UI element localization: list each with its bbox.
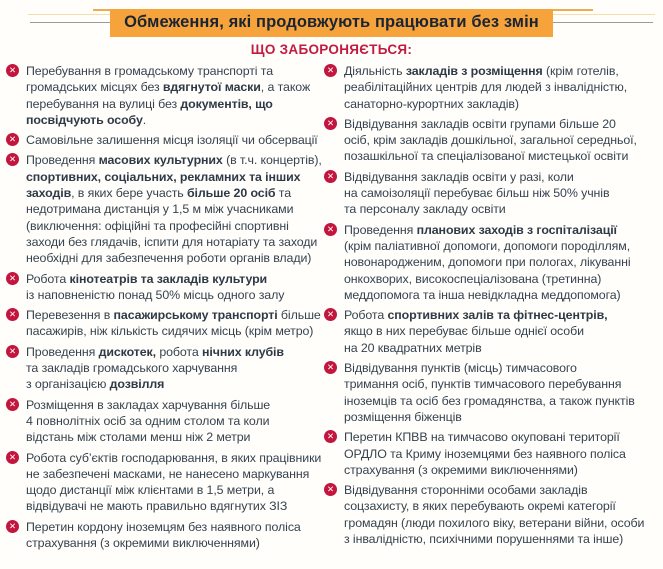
restriction-item: ✕ Перетин кордону іноземцям без наявного … — [6, 519, 324, 552]
restriction-text: Проведення планових заходів з госпіталіз… — [344, 222, 631, 302]
restriction-item: ✕ Відвідування сторонніми особами закладі… — [324, 482, 657, 547]
restriction-item: ✕ Відвідування пунктів (місць) тимчасовог… — [324, 360, 657, 425]
x-circle-icon: ✕ — [6, 133, 19, 147]
x-circle-icon: ✕ — [324, 116, 337, 130]
x-circle-icon: ✕ — [324, 361, 337, 375]
restriction-item: ✕ Перевезення в пасажирському транспорті … — [6, 307, 324, 340]
x-circle-icon: ✕ — [324, 222, 337, 236]
restriction-text: Відвідування закладів освіти групами біл… — [344, 116, 637, 164]
restrictions-column-left: ✕ Перебування в громадському транспорті т… — [0, 63, 324, 551]
prohibited-subtitle: ЩО ЗАБОРОНЯЄТЬСЯ: — [250, 42, 413, 57]
x-circle-icon: ✕ — [324, 169, 337, 183]
page-title: Обмеження, які продовжують працювати без… — [110, 8, 553, 37]
restriction-item: ✕ Розміщення в закладах харчування більше… — [6, 397, 324, 446]
restriction-item: ✕ Відвідування закладів освіти групами бі… — [324, 116, 657, 165]
x-circle-icon: ✕ — [324, 308, 337, 322]
restriction-text: Відвідування закладів освіти у разі, кол… — [344, 169, 610, 217]
x-circle-icon: ✕ — [6, 271, 19, 285]
x-circle-icon: ✕ — [6, 308, 19, 322]
restriction-text: Розміщення в закладах харчування більше … — [26, 397, 271, 445]
restriction-item: ✕ Робота спортивних залів та фітнес-центр… — [324, 307, 657, 356]
restriction-text: Відвідування сторонніми особами закладів… — [344, 483, 645, 547]
x-circle-icon: ✕ — [6, 344, 19, 358]
restriction-item: ✕ Перебування в громадському транспорті т… — [6, 63, 324, 128]
restriction-item: ✕ Проведення дискотек, робота нічних клуб… — [6, 344, 324, 393]
x-circle-icon: ✕ — [6, 519, 19, 533]
restriction-text: Відвідування пунктів (місць) тимчасового… — [344, 361, 635, 424]
x-circle-icon: ✕ — [6, 450, 19, 464]
restriction-text: Проведення масових культурних (в т.ч. ко… — [26, 153, 322, 266]
restrictions-column-right: ✕ Діяльність закладів з розміщення (крім … — [324, 63, 657, 551]
restriction-item: ✕ Робота кінотеатрів та закладів культури… — [6, 271, 324, 304]
restriction-text: Робота кінотеатрів та закладів культури … — [26, 271, 285, 302]
x-circle-icon: ✕ — [6, 64, 19, 77]
restriction-text: Самовільне залишення місця ізоляції чи о… — [26, 133, 318, 148]
restriction-text: Перетин кордону іноземцям без наявного п… — [26, 519, 301, 551]
restriction-text: Робота спортивних залів та фітнес-центрі… — [344, 308, 608, 355]
restriction-text: Робота суб’єктів господарювання, в яких … — [26, 450, 322, 514]
restriction-text: Перетин КПВВ на тимчасово окуповані тери… — [344, 430, 626, 477]
restriction-text: Проведення дискотек, робота нічних клубі… — [26, 344, 284, 392]
restriction-item: ✕ Робота суб’єктів господарювання, в яких… — [6, 450, 324, 515]
restriction-text: Перебування в громадському транспорті та… — [26, 64, 311, 127]
header: Обмеження, які продовжують працювати без… — [0, 8, 663, 37]
restriction-item: ✕ Перетин КПВВ на тимчасово окуповані тер… — [324, 429, 657, 478]
restriction-item: ✕ Відвідування закладів освіти у разі, ко… — [324, 169, 657, 218]
restriction-item: ✕ Діяльність закладів з розміщення (крім … — [324, 63, 657, 112]
restriction-item: ✕ Проведення масових культурних (в т.ч. к… — [6, 152, 324, 266]
restriction-item: ✕ Проведення планових заходів з госпіталі… — [324, 222, 657, 303]
x-circle-icon: ✕ — [6, 397, 19, 411]
restriction-item: ✕ Самовільне залишення місця ізоляції чи … — [6, 132, 324, 148]
restrictions-columns: ✕ Перебування в громадському транспорті т… — [0, 63, 663, 551]
x-circle-icon: ✕ — [6, 153, 19, 167]
x-circle-icon: ✕ — [324, 64, 337, 77]
x-circle-icon: ✕ — [324, 483, 337, 497]
x-circle-icon: ✕ — [324, 430, 337, 444]
restriction-text: Перевезення в пасажирському транспорті б… — [26, 308, 321, 339]
restriction-text: Діяльність закладів з розміщення (крім г… — [344, 64, 628, 111]
